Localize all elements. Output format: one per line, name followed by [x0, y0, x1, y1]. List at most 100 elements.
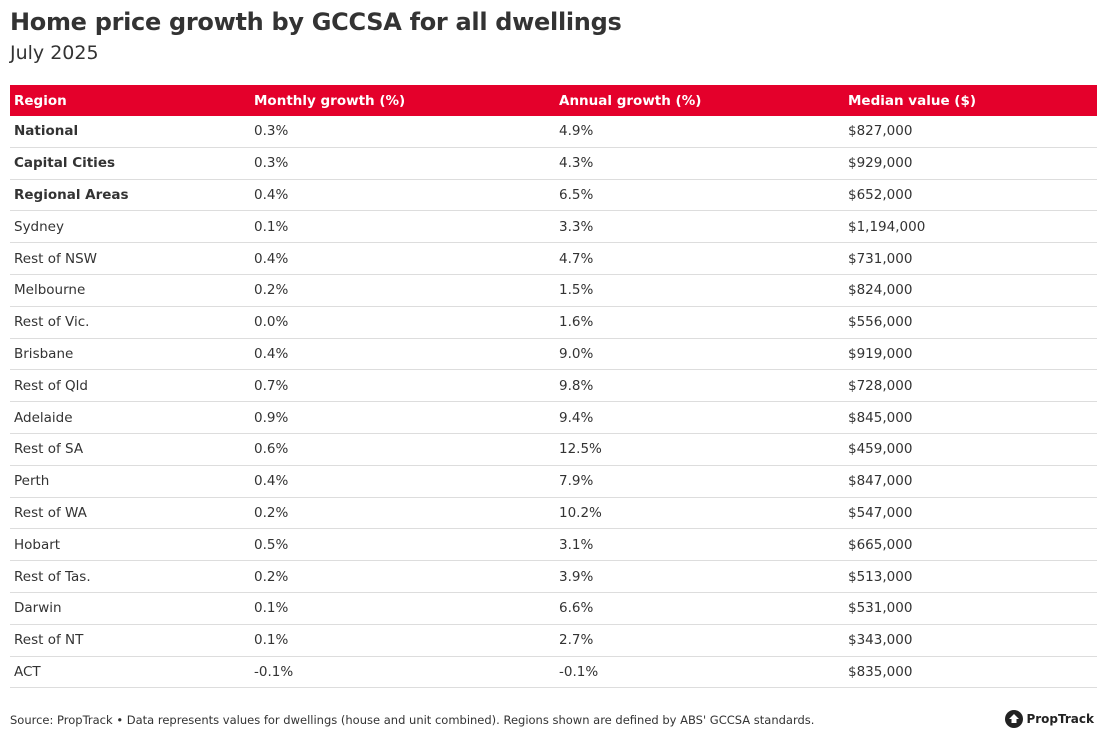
region-cell: Rest of Tas. [10, 560, 250, 593]
annual-growth-cell: 9.8% [555, 369, 844, 403]
column-header: Monthly growth (%) [250, 85, 555, 116]
region-cell: Melbourne [10, 274, 250, 307]
monthly-growth-cell: 0.3% [250, 147, 555, 180]
annual-growth-cell: 7.9% [555, 465, 844, 498]
table-row: Sydney 0.1% 3.3% $1,194,000 [10, 210, 1097, 244]
table-row: National 0.3% 4.9% $827,000 [10, 116, 1097, 148]
monthly-growth-cell: 0.7% [250, 369, 555, 403]
monthly-growth-cell: 0.1% [250, 210, 555, 244]
table-row: Brisbane 0.4% 9.0% $919,000 [10, 338, 1097, 371]
median-value-cell: $459,000 [844, 433, 1097, 466]
monthly-growth-cell: 0.1% [250, 624, 555, 657]
annual-growth-cell: 3.9% [555, 560, 844, 593]
monthly-growth-cell: 0.0% [250, 306, 555, 339]
median-value-cell: $513,000 [844, 560, 1097, 593]
table-row: Capital Cities 0.3% 4.3% $929,000 [10, 147, 1097, 180]
logo-text: PropTrack [1026, 712, 1094, 726]
table-row: Adelaide 0.9% 9.4% $845,000 [10, 401, 1097, 434]
monthly-growth-cell: 0.2% [250, 274, 555, 307]
column-header: Annual growth (%) [555, 85, 844, 116]
annual-growth-cell: 2.7% [555, 624, 844, 657]
annual-growth-cell: 9.0% [555, 338, 844, 371]
median-value-cell: $845,000 [844, 401, 1097, 434]
region-cell: Hobart [10, 528, 250, 562]
monthly-growth-cell: 0.6% [250, 433, 555, 466]
region-cell: Rest of WA [10, 497, 250, 530]
annual-growth-cell: 1.5% [555, 274, 844, 307]
region-cell: Darwin [10, 592, 250, 625]
annual-growth-cell: 3.3% [555, 210, 844, 244]
annual-growth-cell: 1.6% [555, 306, 844, 339]
median-value-cell: $929,000 [844, 147, 1097, 180]
region-cell: ACT [10, 656, 250, 689]
table-row: Rest of WA 0.2% 10.2% $547,000 [10, 497, 1097, 530]
region-cell: Rest of Vic. [10, 306, 250, 339]
monthly-growth-cell: 0.5% [250, 528, 555, 562]
monthly-growth-cell: 0.9% [250, 401, 555, 434]
growth-table: Region Monthly growth (%) Annual growth (%… [10, 85, 1097, 689]
median-value-cell: $1,194,000 [844, 210, 1097, 244]
table-row: ACT -0.1% -0.1% $835,000 [10, 656, 1097, 689]
source-note: Source: PropTrack • Data represents valu… [10, 713, 815, 727]
chart-subtitle: July 2025 [10, 42, 99, 64]
annual-growth-cell: 4.9% [555, 116, 844, 148]
region-cell: Rest of SA [10, 433, 250, 466]
chart-title: Home price growth by GCCSA for all dwell… [10, 8, 622, 36]
monthly-growth-cell: 0.3% [250, 116, 555, 148]
region-cell: National [10, 116, 250, 148]
annual-growth-cell: 3.1% [555, 528, 844, 562]
column-header: Median value ($) [844, 85, 1097, 116]
median-value-cell: $652,000 [844, 179, 1097, 212]
region-cell: Rest of NT [10, 624, 250, 657]
region-cell: Capital Cities [10, 147, 250, 180]
annual-growth-cell: 4.3% [555, 147, 844, 180]
median-value-cell: $827,000 [844, 116, 1097, 148]
column-header: Region [10, 85, 250, 116]
annual-growth-cell: 6.5% [555, 179, 844, 212]
table-row: Darwin 0.1% 6.6% $531,000 [10, 592, 1097, 625]
monthly-growth-cell: 0.2% [250, 560, 555, 593]
median-value-cell: $835,000 [844, 656, 1097, 689]
region-cell: Rest of Qld [10, 369, 250, 403]
region-cell: Sydney [10, 210, 250, 244]
table-row: Perth 0.4% 7.9% $847,000 [10, 465, 1097, 498]
median-value-cell: $665,000 [844, 528, 1097, 562]
monthly-growth-cell: 0.4% [250, 338, 555, 371]
monthly-growth-cell: 0.4% [250, 242, 555, 275]
table-row: Rest of NSW 0.4% 4.7% $731,000 [10, 242, 1097, 275]
table-row: Rest of NT 0.1% 2.7% $343,000 [10, 624, 1097, 657]
monthly-growth-cell: 0.4% [250, 465, 555, 498]
monthly-growth-cell: -0.1% [250, 656, 555, 689]
region-cell: Regional Areas [10, 179, 250, 212]
region-cell: Perth [10, 465, 250, 498]
median-value-cell: $531,000 [844, 592, 1097, 625]
monthly-growth-cell: 0.1% [250, 592, 555, 625]
table-row: Rest of Qld 0.7% 9.8% $728,000 [10, 369, 1097, 403]
table-row: Rest of SA 0.6% 12.5% $459,000 [10, 433, 1097, 466]
annual-growth-cell: 10.2% [555, 497, 844, 530]
median-value-cell: $547,000 [844, 497, 1097, 530]
annual-growth-cell: 6.6% [555, 592, 844, 625]
region-cell: Rest of NSW [10, 242, 250, 275]
annual-growth-cell: 9.4% [555, 401, 844, 434]
annual-growth-cell: 12.5% [555, 433, 844, 466]
table-row: Rest of Tas. 0.2% 3.9% $513,000 [10, 560, 1097, 593]
table-row: Hobart 0.5% 3.1% $665,000 [10, 528, 1097, 562]
house-icon [1005, 710, 1024, 728]
table-row: Melbourne 0.2% 1.5% $824,000 [10, 274, 1097, 307]
median-value-cell: $919,000 [844, 338, 1097, 371]
median-value-cell: $556,000 [844, 306, 1097, 339]
table-row: Rest of Vic. 0.0% 1.6% $556,000 [10, 306, 1097, 339]
proptrack-logo: PropTrack [1005, 710, 1094, 728]
monthly-growth-cell: 0.2% [250, 497, 555, 530]
median-value-cell: $824,000 [844, 274, 1097, 307]
median-value-cell: $847,000 [844, 465, 1097, 498]
table-header-row: Region Monthly growth (%) Annual growth (%… [10, 85, 1097, 116]
median-value-cell: $728,000 [844, 369, 1097, 403]
region-cell: Adelaide [10, 401, 250, 434]
annual-growth-cell: 4.7% [555, 242, 844, 275]
annual-growth-cell: -0.1% [555, 656, 844, 689]
median-value-cell: $343,000 [844, 624, 1097, 657]
table-row: Regional Areas 0.4% 6.5% $652,000 [10, 179, 1097, 212]
monthly-growth-cell: 0.4% [250, 179, 555, 212]
